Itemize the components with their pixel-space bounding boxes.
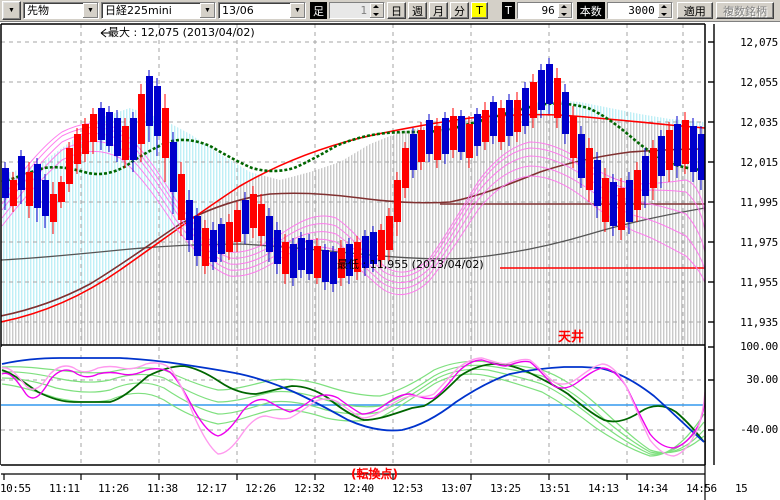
- chevron-down-icon[interactable]: ▼: [83, 3, 98, 18]
- interval-minute-button[interactable]: 分: [450, 2, 469, 19]
- x-tick-label: 13:07: [441, 482, 472, 495]
- y-tick-label: 12,055: [740, 76, 778, 89]
- x-tick-label: 14:56: [686, 482, 717, 495]
- chart-canvas: 12,075 12,055 12,035 12,015 11,995 11,97…: [0, 22, 780, 500]
- date-value: 13/06: [222, 4, 254, 17]
- stepper-arrows-icon[interactable]: [557, 3, 572, 18]
- dark-green-line: [1, 363, 705, 443]
- x-tick-label: 14:13: [588, 482, 619, 495]
- x-tick-label: 12:40: [343, 482, 374, 495]
- max-arrow-icon: [100, 28, 112, 38]
- x-tick-label: 12:32: [294, 482, 325, 495]
- ceiling-annotation: 天井: [558, 330, 585, 345]
- tick-label: T: [502, 2, 515, 19]
- x-tick-label: 11:11: [49, 482, 80, 495]
- date-combo[interactable]: 13/06 ▼: [218, 2, 306, 19]
- blue-slow-line: [1, 357, 705, 443]
- y-axis: [708, 24, 715, 465]
- count-label: 本数: [576, 2, 605, 19]
- brown-ma-line: [1, 148, 705, 317]
- apply-button[interactable]: 適用: [676, 2, 713, 19]
- x-tick-label: 12:26: [245, 482, 276, 495]
- osc-tick-label: 100.00: [740, 340, 778, 353]
- count-value-stepper[interactable]: 3000: [606, 2, 673, 19]
- chevron-down-icon[interactable]: ▼: [200, 3, 215, 18]
- y-tick-label: 12,015: [740, 156, 778, 169]
- pink-fast-line: [1, 357, 705, 457]
- magenta-fast-line: [1, 359, 705, 449]
- bar-value: 1: [330, 3, 370, 18]
- osc-tick-label: 30.00: [746, 373, 778, 386]
- category-value: 先物: [27, 4, 49, 17]
- x-tick-label: 15: [735, 482, 748, 495]
- turning-point-annotation: (転換点): [351, 467, 398, 481]
- x-tick-label: 12:53: [392, 482, 423, 495]
- symbol-value: 日経225mini: [105, 4, 172, 17]
- x-tick-label: 11:26: [98, 482, 129, 495]
- market-dropdown-button[interactable]: ▼: [2, 1, 21, 20]
- symbol-combo[interactable]: 日経225mini ▼: [101, 2, 216, 19]
- interval-week-button[interactable]: 週: [408, 2, 427, 19]
- stepper-arrows-icon[interactable]: [370, 3, 384, 18]
- osc-tick-label: -40.00: [740, 423, 778, 436]
- toolbar: ▼ 先物 ▼ 日経225mini ▼ 13/06 ▼ 足 1 日 週 月 分 T…: [0, 0, 780, 22]
- multi-symbol-button[interactable]: 複数銘柄: [716, 2, 774, 19]
- x-axis: [1, 465, 706, 500]
- min-price-annotation: 最低 : 11,955 (2013/04/02): [337, 258, 484, 271]
- x-tick-label: 11:38: [147, 482, 178, 495]
- y-tick-label: 11,995: [740, 196, 778, 209]
- tick-value: 96: [517, 3, 558, 18]
- y-tick-label: 11,955: [740, 276, 778, 289]
- oscillator-series: [1, 357, 705, 457]
- stepper-arrows-icon[interactable]: [657, 3, 672, 18]
- category-combo[interactable]: 先物 ▼: [23, 2, 99, 19]
- tick-value-stepper[interactable]: 96: [516, 2, 573, 19]
- y-tick-label: 11,975: [740, 236, 778, 249]
- chart-svg: [0, 23, 715, 500]
- x-tick-label: 10:55: [0, 482, 31, 495]
- x-tick-label: 13:51: [539, 482, 570, 495]
- bar-type-label: 足: [310, 2, 327, 19]
- interval-tick-button[interactable]: T: [471, 2, 488, 19]
- max-price-annotation: 最大 : 12,075 (2013/04/02): [108, 26, 255, 39]
- oscillator-panel-border: [1, 347, 706, 466]
- chevron-down-icon[interactable]: ▼: [290, 3, 305, 18]
- interval-day-button[interactable]: 日: [387, 2, 406, 19]
- x-tick-label: 14:34: [637, 482, 668, 495]
- x-tick-label: 12:17: [196, 482, 227, 495]
- interval-month-button[interactable]: 月: [429, 2, 448, 19]
- y-tick-label: 12,035: [740, 116, 778, 129]
- y-tick-label: 12,075: [740, 36, 778, 49]
- x-tick-label: 13:25: [490, 482, 521, 495]
- bar-value-stepper[interactable]: 1: [329, 2, 385, 19]
- count-value: 3000: [607, 3, 658, 18]
- candlestick-series: [2, 58, 705, 292]
- y-tick-label: 11,935: [740, 316, 778, 329]
